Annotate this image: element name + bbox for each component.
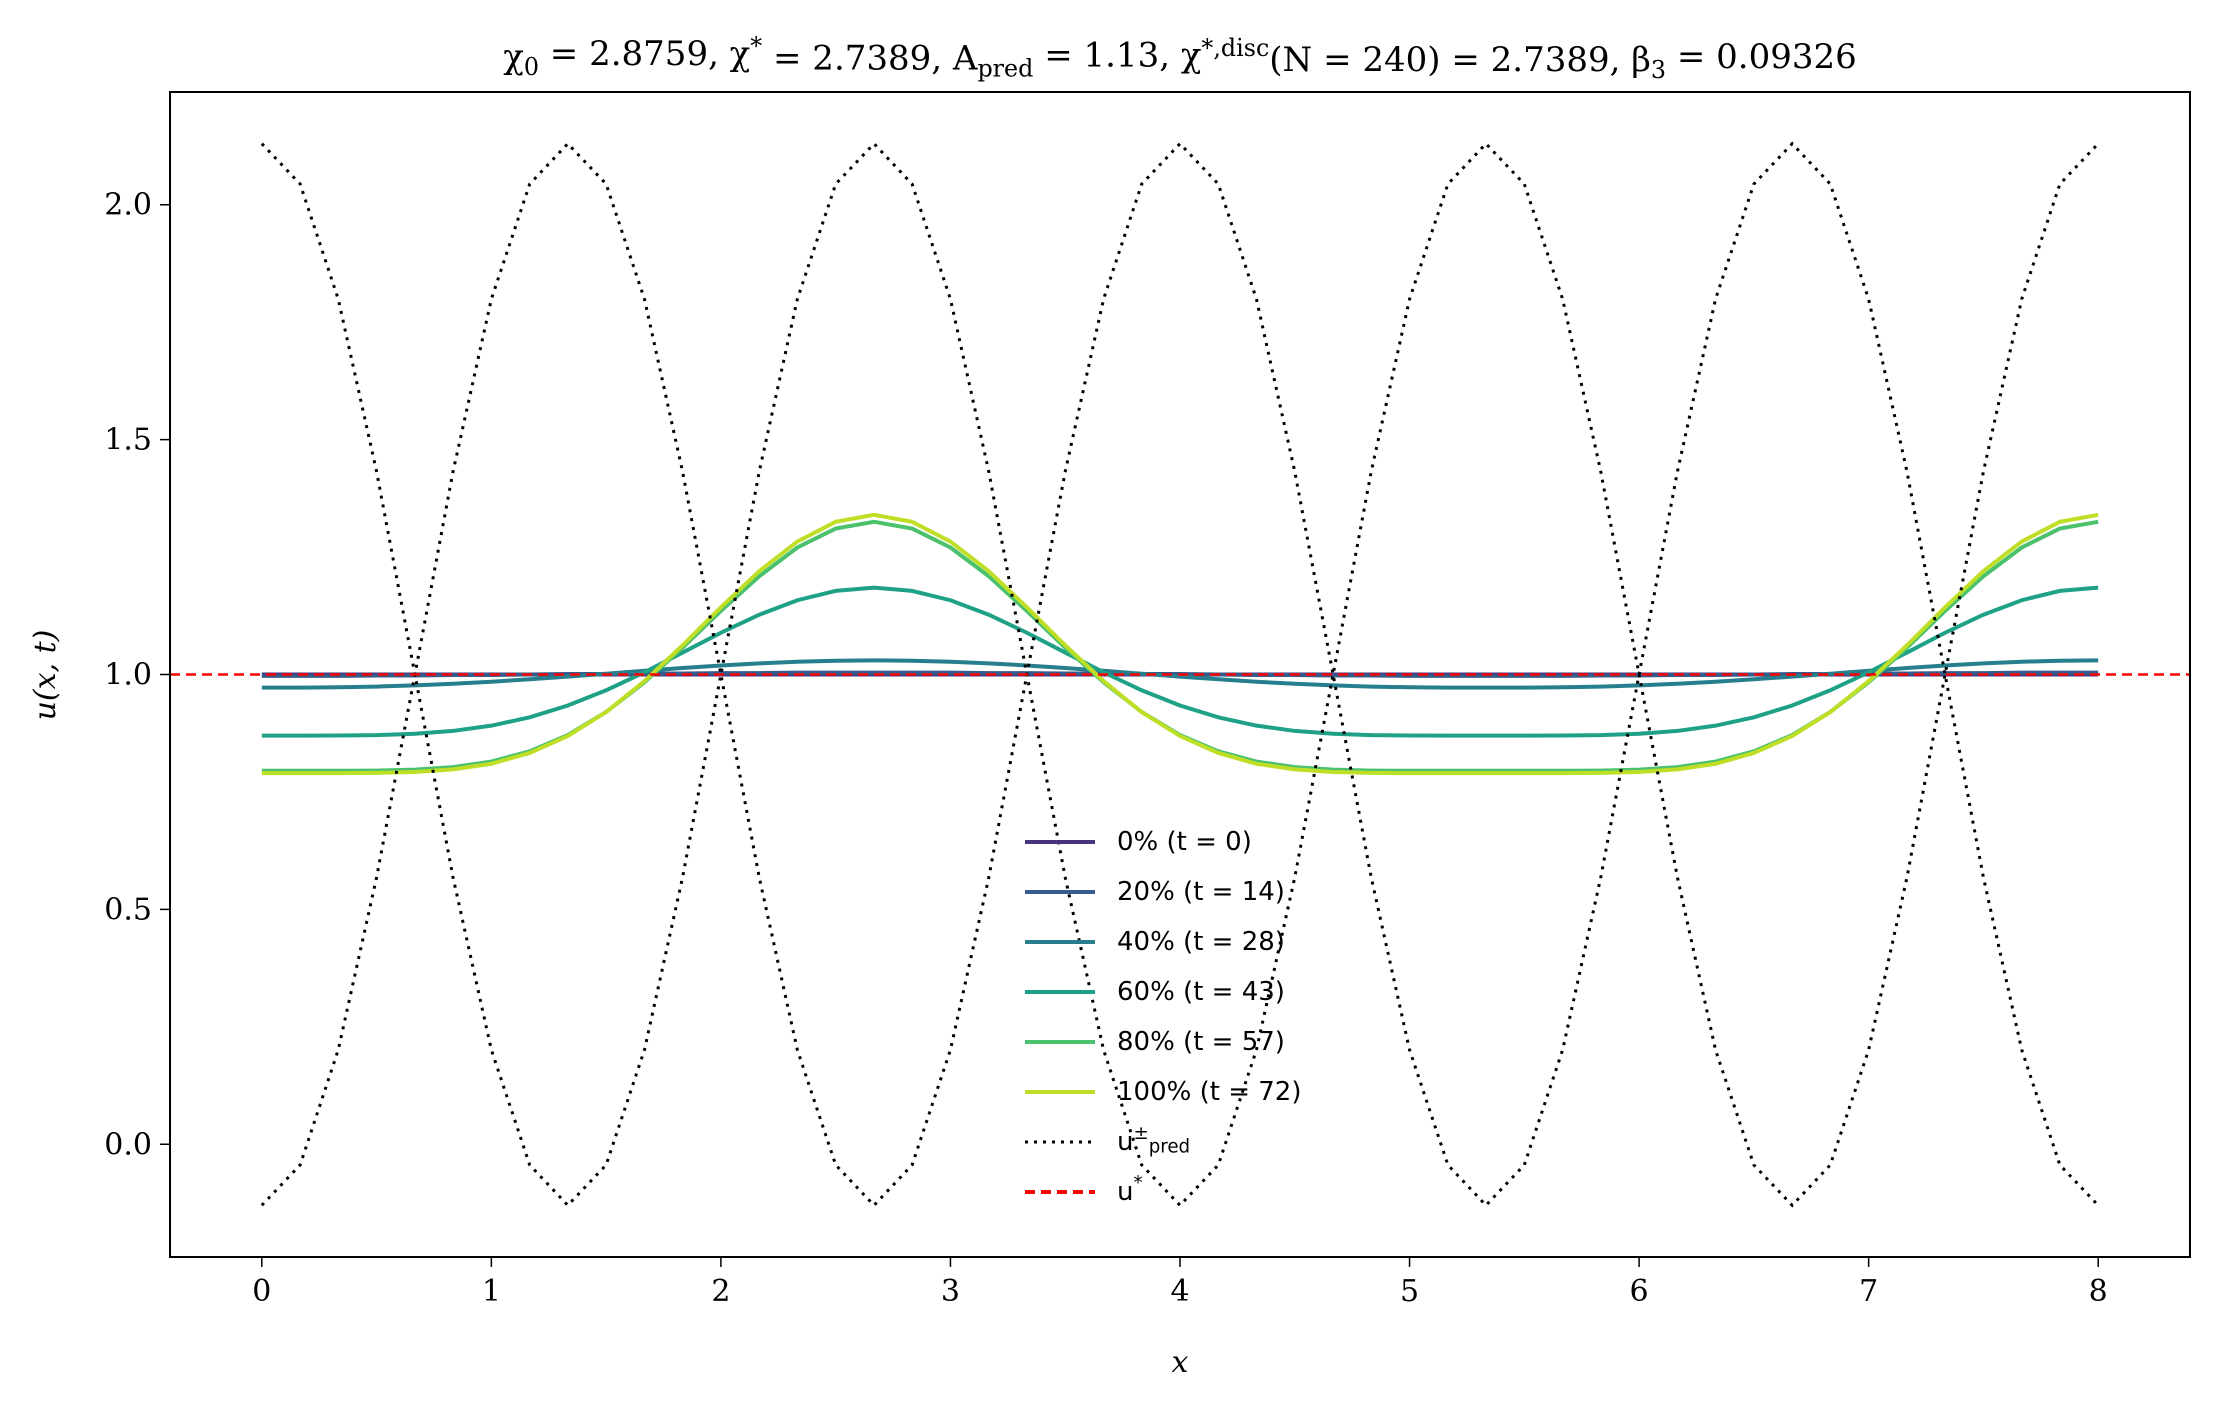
series-line xyxy=(260,141,2100,1208)
x-tick-label: 1 xyxy=(482,1274,501,1309)
x-tick-label: 5 xyxy=(1400,1274,1419,1309)
x-tick-label: 3 xyxy=(941,1274,960,1309)
legend-label: 0% (t = 0) xyxy=(1117,827,1252,857)
x-tick-label: 7 xyxy=(1859,1274,1878,1309)
plot-frame xyxy=(169,91,2191,1258)
legend-label: 80% (t = 57) xyxy=(1117,1027,1285,1057)
x-tick-label: 6 xyxy=(1630,1274,1649,1309)
legend-label: u*​ xyxy=(1117,1173,1143,1207)
series-line xyxy=(261,512,2099,776)
legend-label: 60% (t = 43) xyxy=(1117,977,1285,1007)
chart-title: χ0 = 2.8759, χ* = 2.7389, Apred = 1.13, … xyxy=(503,32,1857,84)
legend-label: u±pred​ xyxy=(1117,1123,1190,1158)
x-tick-label: 8 xyxy=(2089,1274,2108,1309)
x-tick-label: 0 xyxy=(252,1274,271,1309)
series-line xyxy=(260,141,2100,1208)
y-tick-label: 2.0 xyxy=(104,188,152,223)
legend-label: 20% (t = 14) xyxy=(1117,877,1285,907)
x-axis-label: x xyxy=(1172,1345,1189,1380)
x-tick-label: 4 xyxy=(1170,1274,1189,1309)
y-tick-label: 1.0 xyxy=(104,658,152,693)
y-tick-label: 0.5 xyxy=(104,892,152,927)
y-tick-label: 1.5 xyxy=(104,423,152,458)
series-line xyxy=(261,585,2099,738)
x-tick-label: 2 xyxy=(711,1274,730,1309)
legend-label: 40% (t = 28) xyxy=(1117,927,1285,957)
series-line xyxy=(261,658,2099,690)
legend-label: 100% (t = 72) xyxy=(1117,1077,1301,1107)
y-tick-label: 0.0 xyxy=(104,1127,152,1162)
y-axis-label: u(x, t) xyxy=(28,630,63,721)
